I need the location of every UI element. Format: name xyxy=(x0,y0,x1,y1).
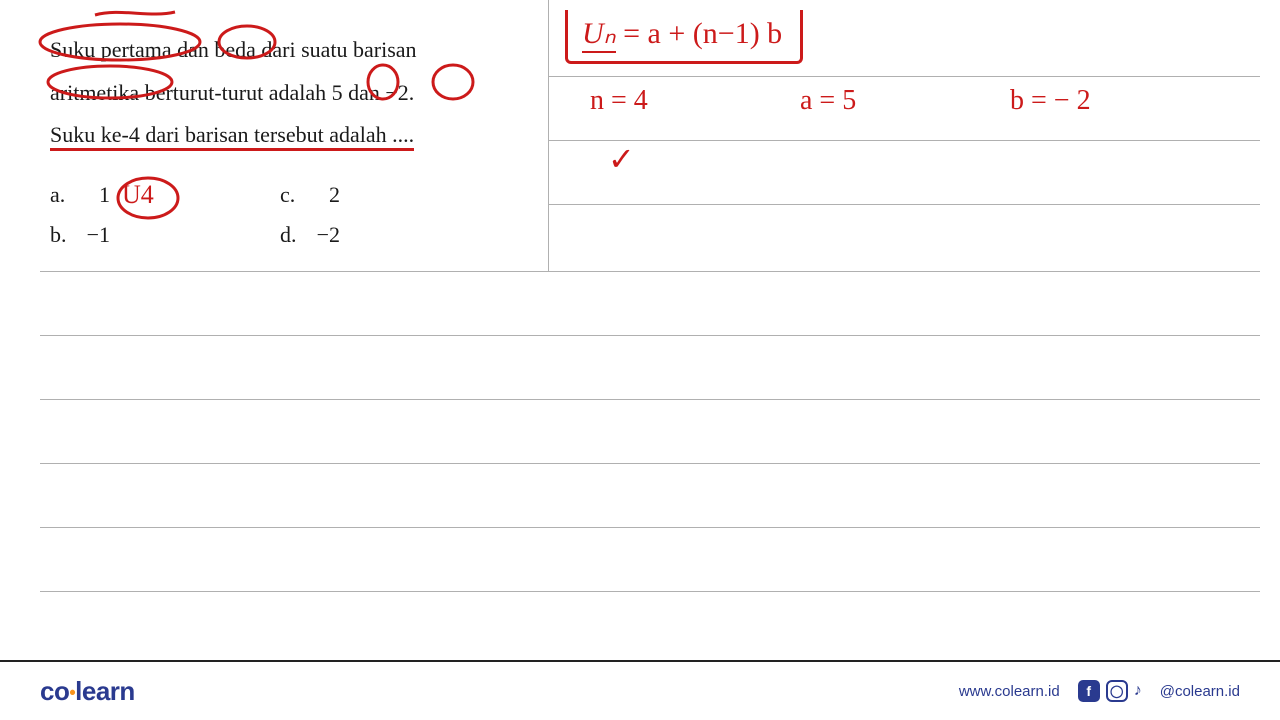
choice-b[interactable]: b. −1 xyxy=(50,222,280,248)
choice-a[interactable]: a. 1 U4 xyxy=(50,180,280,210)
logo-co: co xyxy=(40,676,69,706)
choice-c-letter: c. xyxy=(280,182,310,208)
var-n: n = 4 xyxy=(590,85,648,117)
choice-d[interactable]: d. −2 xyxy=(280,222,510,248)
q-line1-d: dari suatu barisan xyxy=(256,37,417,62)
choice-d-value: −2 xyxy=(310,222,340,248)
footer-url[interactable]: www.colearn.id xyxy=(959,683,1060,700)
logo-learn: learn xyxy=(75,676,135,706)
q-line3: Suku ke-4 dari barisan tersebut adalah .… xyxy=(50,122,414,151)
var-b: b = − 2 xyxy=(1010,85,1091,117)
q-line2-b: berturut-turut adalah xyxy=(139,80,331,105)
horizontal-rule xyxy=(40,527,1260,528)
social-icons: f ◯ ♪ xyxy=(1078,680,1142,702)
q-line1-b: dan xyxy=(172,37,215,62)
footer-bar: co•learn www.colearn.id f ◯ ♪ @colearn.i… xyxy=(0,660,1280,720)
q-line2-c: 5 xyxy=(332,80,343,105)
choice-d-letter: d. xyxy=(280,222,310,248)
formula-box: Uₙ = a + (n−1) b xyxy=(565,10,803,64)
var-a: a = 5 xyxy=(800,85,856,117)
tiktok-icon[interactable]: ♪ xyxy=(1134,682,1142,700)
question-text: Suku pertama dan beda dari suatu barisan… xyxy=(50,30,530,158)
facebook-icon[interactable]: f xyxy=(1078,680,1100,702)
vertical-rule xyxy=(548,0,549,271)
choice-a-letter: a. xyxy=(50,182,80,208)
q-line1-a: Suku pertama xyxy=(50,37,172,62)
instagram-icon[interactable]: ◯ xyxy=(1106,680,1128,702)
horizontal-rule xyxy=(40,591,1260,592)
horizontal-rule xyxy=(40,335,1260,336)
choice-c-value: 2 xyxy=(310,182,340,208)
partial-rule xyxy=(548,204,1260,205)
colearn-logo: co•learn xyxy=(40,676,135,707)
horizontal-rule xyxy=(40,399,1260,400)
formula-text: = a + (n−1) b xyxy=(623,17,782,50)
q-line2-a: aritmetika xyxy=(50,80,139,105)
footer-right: www.colearn.id f ◯ ♪ @colearn.id xyxy=(959,680,1240,702)
answer-choices: a. 1 U4 c. 2 b. −1 d. −2 xyxy=(50,180,510,260)
q-line2-e: −2. xyxy=(385,80,414,105)
q-line1-c: beda xyxy=(214,37,256,62)
footer-handle[interactable]: @colearn.id xyxy=(1160,683,1240,700)
choice-a-value: 1 xyxy=(80,182,110,208)
q-line2-d: dan xyxy=(343,80,386,105)
horizontal-rule xyxy=(40,271,1260,272)
horizontal-rule xyxy=(40,463,1260,464)
checkmark-icon: ✓ xyxy=(608,140,635,178)
partial-rule xyxy=(548,76,1260,77)
u4-annotation: U4 xyxy=(122,180,154,210)
choice-b-letter: b. xyxy=(50,222,80,248)
choice-c[interactable]: c. 2 xyxy=(280,180,510,210)
choice-b-value: −1 xyxy=(80,222,110,248)
content-area: Suku pertama dan beda dari suatu barisan… xyxy=(0,0,1280,660)
partial-rule xyxy=(548,140,1260,141)
